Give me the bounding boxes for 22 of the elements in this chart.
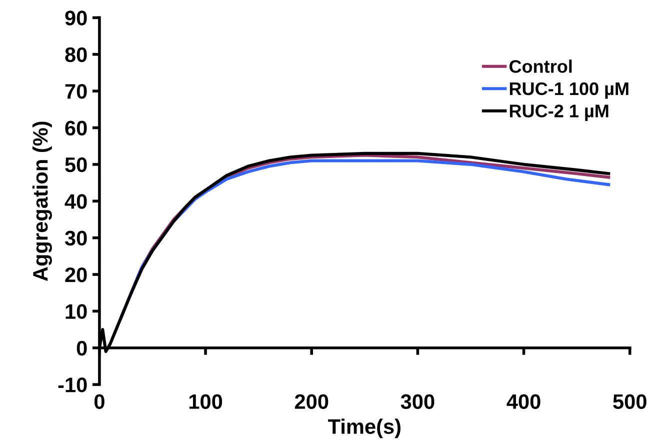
y-tick-label: 60 xyxy=(65,120,87,136)
y-tick-label: 0 xyxy=(76,340,87,356)
y-tick-label: 40 xyxy=(64,194,87,209)
x-tick-label: 0 xyxy=(94,394,104,409)
y-tick-label: 90 xyxy=(65,10,87,26)
x-tick-label: 400 xyxy=(506,394,540,409)
x-tick-label: 200 xyxy=(294,394,328,409)
legend-label: RUC-2 1 µM xyxy=(510,104,608,121)
y-axis-title: Aggregation (%) xyxy=(32,122,52,282)
y-tick-label: 10 xyxy=(66,304,87,319)
y-tick-label: -10 xyxy=(58,378,87,392)
y-tick-label: 30 xyxy=(64,230,87,246)
x-axis-title: Time(s) xyxy=(328,418,400,438)
x-tick-label: 500 xyxy=(613,394,646,409)
y-tick-label: 20 xyxy=(65,267,87,282)
x-tick-label: 300 xyxy=(400,394,434,410)
x-tick-label: 100 xyxy=(189,394,222,409)
y-tick-label: 70 xyxy=(65,84,87,99)
legend-label: Control xyxy=(509,60,572,73)
y-tick-label: 80 xyxy=(65,47,87,62)
y-tick-label: 50 xyxy=(65,157,87,172)
legend-label: RUC-1 100 µM xyxy=(510,82,628,99)
